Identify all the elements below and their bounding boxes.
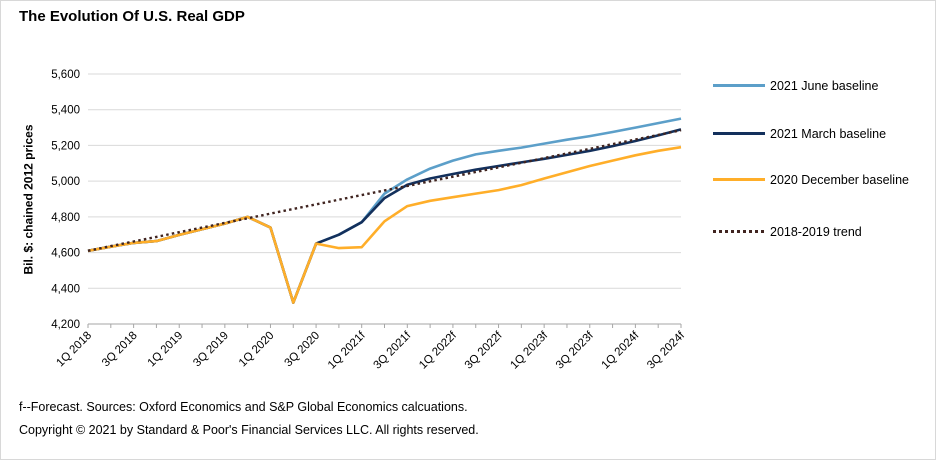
footnote-sources: f--Forecast. Sources: Oxford Economics a… [19,400,468,414]
y-axis-title: Bil. $: chained 2012 prices [21,124,36,275]
x-tick-label: 3Q 2021f [371,329,414,372]
x-tick-label: 1Q 2021f [326,329,369,372]
legend-line-swatch-trend [713,230,765,233]
legend-line-swatch-december [713,178,765,181]
legend-line-swatch-june [713,84,765,87]
series-line-2021-march-baseline [87,128,682,304]
x-tick-label: 1Q 2023f [508,329,551,372]
x-tick-label: 3Q 2024f [645,329,688,372]
chart-title: The Evolution Of U.S. Real GDP [19,8,245,25]
legend-item-2018-2019-trend: 2018-2019 trend [713,223,862,241]
legend-label: 2018-2019 trend [770,225,862,239]
x-axis [87,323,682,328]
legend-line-swatch-march [713,132,765,135]
y-tick-label: 4,400 [51,283,80,295]
legend-label: 2021 March baseline [770,127,887,141]
y-gridlines [88,73,681,289]
gdp-line-chart: 4,200 4,400 4,600 4,800 5,000 5,200 5,400 5,600… [51,69,687,372]
x-tick-label: 1Q 2022f [417,329,460,372]
y-tick-labels: 4,200 4,400 4,600 4,800 5,000 5,200 5,400 5,600 [51,69,80,331]
x-tick-label: 1Q 2019 [146,330,186,370]
x-tick-label: 3Q 2023f [554,329,597,372]
legend-label: 2021 June baseline [770,79,879,93]
series-line-2018-2019-trend [87,129,682,252]
x-tick-label: 3Q 2020 [283,330,323,370]
legend-item-2021-june-baseline: 2021 June baseline [713,77,878,95]
x-tick-label: 3Q 2022f [463,329,506,372]
y-tick-label: 5,000 [51,176,80,188]
series-line-2020-december-baseline [87,145,682,304]
footnote-copyright: Copyright © 2021 by Standard & Poor's Fi… [19,423,479,437]
y-tick-label: 4,800 [51,212,80,224]
x-tick-label: 3Q 2019 [191,330,231,370]
legend-label: 2020 December baseline [770,173,909,187]
y-tick-label: 5,600 [51,69,80,81]
series-line-2021-june-baseline [87,117,682,304]
x-tick-label: 3Q 2018 [100,330,140,370]
y-tick-label: 5,400 [51,105,80,117]
legend-item-2021-march-baseline: 2021 March baseline [713,125,886,143]
y-tick-label: 4,600 [51,248,80,260]
y-tick-label: 5,200 [51,140,80,152]
x-tick-label: 1Q 2024f [600,329,643,372]
y-tick-label: 4,200 [51,319,80,331]
x-tick-label: 1Q 2020 [237,330,277,370]
x-tick-label: 1Q 2018 [54,330,94,370]
legend-item-2020-december-baseline: 2020 December baseline [713,171,909,189]
x-tick-labels: 1Q 2018 3Q 2018 1Q 2019 3Q 2019 1Q 2020 3Q 20… [54,329,687,372]
